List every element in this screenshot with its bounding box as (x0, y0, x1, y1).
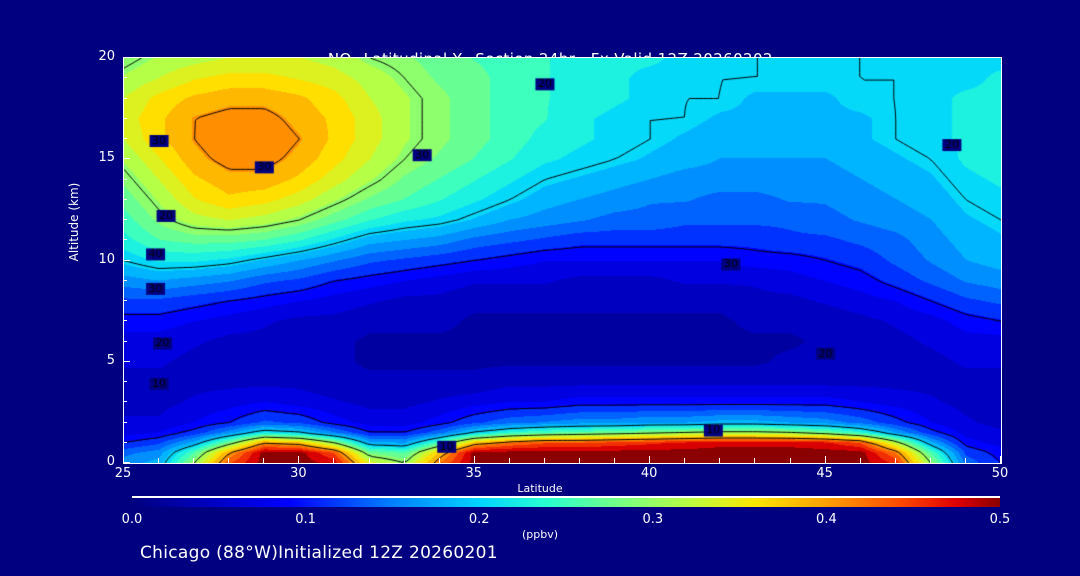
x-axis-label: Latitude (517, 482, 563, 495)
y-minor-tick (123, 279, 127, 281)
x-minor-tick (754, 458, 756, 463)
x-minor-tick (508, 458, 510, 463)
y-tick-mark (123, 158, 130, 160)
figure-footer: Chicago (88°W)Initialized 12Z 20260201 (140, 543, 498, 563)
y-minor-tick (123, 401, 127, 403)
y-minor-tick (123, 441, 127, 443)
plot-area[interactable] (123, 57, 1002, 464)
x-tick-label: 25 (114, 466, 132, 481)
x-tick-mark (1000, 456, 1001, 463)
colorbar-tick-label: 0.2 (468, 512, 490, 527)
x-minor-tick (894, 458, 896, 463)
y-tick-label: 20 (98, 49, 115, 64)
x-minor-tick (193, 458, 195, 463)
x-minor-tick (929, 458, 931, 463)
y-minor-tick (123, 219, 127, 220)
x-minor-tick (403, 458, 405, 463)
y-tick-label: 15 (98, 150, 115, 166)
x-minor-tick (368, 458, 370, 463)
x-tick-label: 35 (465, 466, 483, 481)
x-minor-tick (543, 458, 545, 463)
y-minor-tick (123, 300, 127, 301)
x-tick-label: 30 (290, 466, 307, 481)
x-minor-tick (614, 458, 616, 463)
x-tick-mark (298, 456, 300, 463)
x-minor-tick (333, 458, 335, 463)
x-tick-label: 50 (991, 466, 1009, 481)
y-tick-label: 0 (106, 454, 115, 469)
y-minor-tick (123, 340, 127, 342)
x-tick-label: 40 (640, 466, 658, 481)
y-minor-tick (123, 77, 127, 79)
colorbar-tick-label: 0.5 (989, 512, 1011, 527)
y-tick-mark (123, 360, 130, 362)
heatmap-canvas (124, 58, 1001, 463)
y-minor-tick (123, 198, 127, 200)
x-minor-tick (964, 458, 966, 463)
colorbar-tick-label: 0.1 (295, 512, 316, 527)
y-minor-tick (123, 381, 127, 382)
colorbar[interactable] (132, 496, 1000, 507)
y-minor-tick (123, 421, 127, 423)
x-tick-mark (824, 456, 826, 463)
y-minor-tick (123, 178, 127, 180)
y-minor-tick (123, 97, 127, 99)
x-minor-tick (789, 458, 791, 463)
y-tick-mark (123, 259, 130, 261)
y-minor-tick (123, 117, 127, 119)
x-minor-tick (859, 458, 861, 463)
x-tick-mark (649, 456, 651, 463)
x-minor-tick (684, 458, 686, 463)
x-minor-tick (263, 458, 265, 463)
colorbar-tick-label: 0.0 (121, 512, 143, 527)
x-minor-tick (438, 458, 440, 463)
x-tick-label: 45 (816, 466, 833, 481)
x-tick-mark (473, 456, 475, 463)
y-tick-mark (123, 462, 130, 463)
y-tick-label: 5 (106, 352, 115, 368)
x-minor-tick (579, 458, 581, 463)
colorbar-units-label: (ppbv) (521, 528, 559, 541)
y-tick-label: 10 (98, 251, 115, 267)
x-tick-mark (123, 456, 124, 463)
x-minor-tick (158, 458, 160, 463)
y-tick-mark (123, 57, 130, 58)
y-minor-tick (123, 320, 127, 322)
colorbar-tick-label: 0.3 (642, 512, 664, 527)
y-minor-tick (123, 239, 127, 241)
x-minor-tick (228, 458, 230, 463)
y-axis-label: Altitude (km) (67, 182, 81, 262)
y-minor-tick (123, 138, 127, 139)
colorbar-tick-label: 0.4 (816, 512, 837, 527)
x-minor-tick (719, 458, 721, 463)
colorbar-gradient (132, 496, 1000, 507)
